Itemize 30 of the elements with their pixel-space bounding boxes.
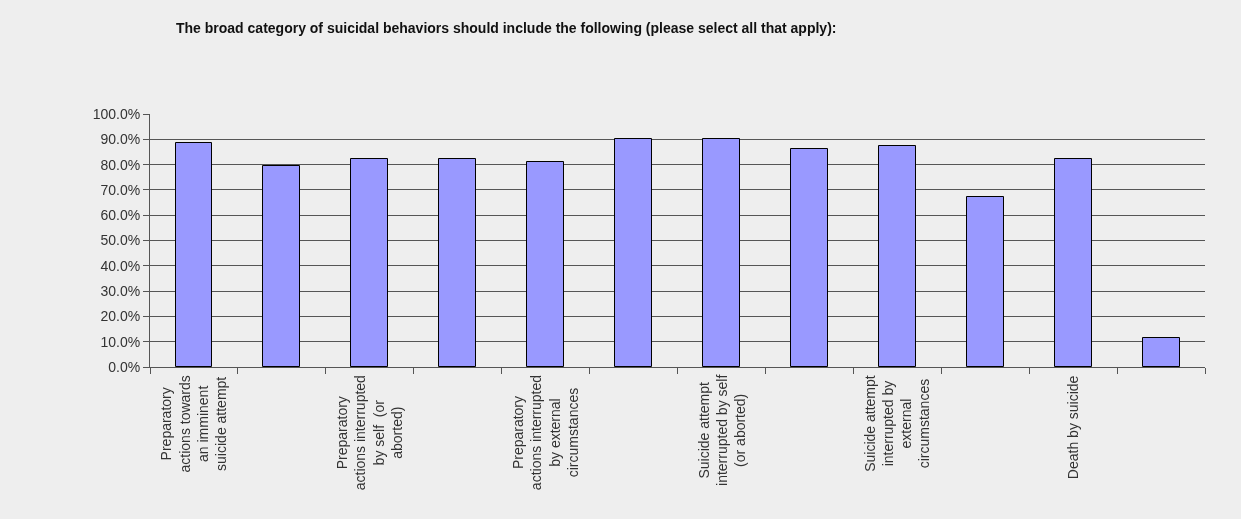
y-tick-label: 30.0% [100, 283, 141, 299]
bar [1142, 337, 1180, 367]
bar [614, 138, 652, 367]
y-tick-label: 80.0% [100, 156, 141, 173]
y-tick-label: 10.0% [100, 333, 141, 350]
bar [175, 142, 212, 367]
y-tick-label: 50.0% [100, 232, 141, 249]
bar [262, 165, 300, 367]
bar [438, 158, 476, 367]
x-tick-label: Death by suicide [1065, 375, 1082, 480]
x-tick-label: Preparatory actions interrupted by self (or aborted) [334, 375, 405, 491]
bar [790, 148, 828, 367]
bar [350, 158, 388, 367]
x-tick-label: Suicide attempt interrupted by external circumstances [861, 375, 933, 472]
x-tick-label: Suicide attempt interrupted by self (or aborted) [695, 374, 749, 486]
x-tick-label: Preparatory actions towards an imminent suicide attempt [158, 375, 230, 473]
bar [1054, 158, 1092, 367]
bar [966, 196, 1004, 367]
y-tick-label: 40.0% [100, 257, 141, 274]
y-tick-label: 0.0% [108, 358, 141, 375]
y-tick-label: 90.0% [100, 131, 141, 148]
x-tick-label: Preparatory actions interrupted by external circumstances [510, 374, 581, 491]
bar [878, 145, 916, 367]
y-tick-label: 100.0% [92, 105, 141, 122]
bar [526, 161, 564, 367]
y-tick-label: 70.0% [100, 181, 141, 198]
y-tick-label: 60.0% [100, 207, 141, 224]
y-tick-label: 20.0% [100, 308, 141, 325]
chart-title: The broad category of suicidal behaviors should include the following (please select all that apply): [176, 19, 837, 36]
bar [702, 138, 740, 367]
